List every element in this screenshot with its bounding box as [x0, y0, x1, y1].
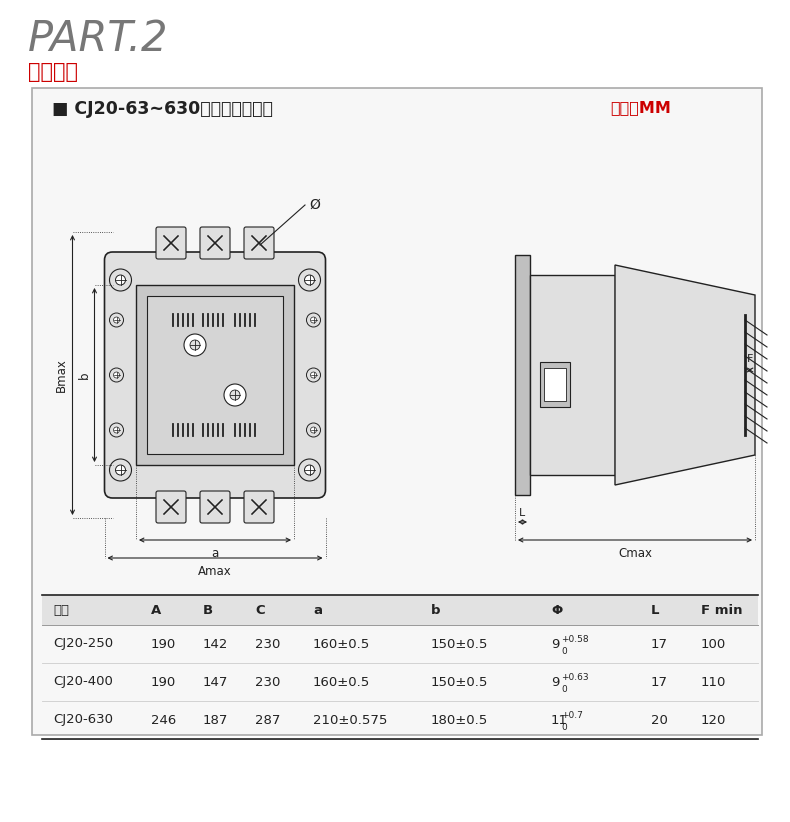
Text: 11: 11	[551, 713, 568, 727]
Bar	[42, 595, 758, 625]
Text: 150±0.5: 150±0.5	[431, 676, 488, 689]
Polygon shape	[615, 265, 755, 485]
Text: CJ20-630: CJ20-630	[53, 713, 113, 727]
Text: F: F	[747, 354, 753, 364]
Text: 17: 17	[651, 638, 668, 650]
Bar	[147, 296, 283, 454]
Text: PART.2: PART.2	[28, 18, 168, 60]
Bar	[136, 285, 294, 465]
Text: Ø: Ø	[309, 198, 320, 212]
Text: 230: 230	[255, 676, 280, 689]
Text: 110: 110	[701, 676, 726, 689]
Text: L: L	[519, 508, 525, 518]
FancyBboxPatch shape	[244, 491, 274, 523]
Text: C: C	[255, 603, 265, 616]
Text: 尺寸规格: 尺寸规格	[28, 62, 78, 82]
Circle shape	[110, 459, 131, 481]
Text: Amax: Amax	[198, 565, 232, 578]
Text: 190: 190	[151, 676, 176, 689]
Text: +0.63: +0.63	[561, 672, 589, 681]
Circle shape	[307, 313, 321, 327]
Text: a: a	[212, 547, 219, 560]
Circle shape	[115, 275, 126, 285]
Text: Φ: Φ	[551, 603, 562, 616]
Circle shape	[230, 390, 240, 400]
Text: b: b	[77, 372, 91, 379]
Text: 0: 0	[561, 685, 566, 694]
Circle shape	[310, 317, 317, 323]
Text: b: b	[431, 603, 441, 616]
Circle shape	[310, 427, 317, 433]
Text: 160±0.5: 160±0.5	[313, 638, 371, 650]
Text: Cmax: Cmax	[618, 547, 652, 560]
FancyBboxPatch shape	[200, 227, 230, 259]
Text: 210±0.575: 210±0.575	[313, 713, 387, 727]
Circle shape	[114, 317, 119, 323]
Text: F min: F min	[701, 603, 743, 616]
Circle shape	[304, 275, 314, 285]
Text: 187: 187	[203, 713, 228, 727]
Circle shape	[190, 340, 200, 350]
Circle shape	[114, 372, 119, 378]
Text: 9: 9	[551, 676, 559, 689]
Text: 17: 17	[651, 676, 668, 689]
FancyBboxPatch shape	[156, 227, 186, 259]
Circle shape	[110, 313, 123, 327]
Text: 142: 142	[203, 638, 228, 650]
Text: 0: 0	[561, 646, 566, 655]
Text: 180±0.5: 180±0.5	[431, 713, 488, 727]
Circle shape	[299, 269, 321, 291]
Circle shape	[307, 423, 321, 437]
Circle shape	[184, 334, 206, 356]
Text: 230: 230	[255, 638, 280, 650]
Text: +0.7: +0.7	[561, 710, 583, 719]
Circle shape	[304, 465, 314, 475]
FancyBboxPatch shape	[104, 252, 325, 498]
Circle shape	[224, 384, 246, 406]
Circle shape	[299, 459, 321, 481]
FancyBboxPatch shape	[156, 491, 186, 523]
Text: 147: 147	[203, 676, 228, 689]
Text: ■ CJ20-63~630外形及安装尺寸: ■ CJ20-63~630外形及安装尺寸	[52, 100, 273, 118]
Text: CJ20-250: CJ20-250	[53, 638, 113, 650]
Text: L: L	[651, 603, 660, 616]
Bar	[530, 275, 615, 475]
Text: 9: 9	[551, 638, 559, 650]
Text: 246: 246	[151, 713, 176, 727]
Circle shape	[110, 269, 131, 291]
Bar	[515, 255, 530, 495]
Text: 160±0.5: 160±0.5	[313, 676, 371, 689]
Bar	[32, 88, 762, 735]
Text: 0: 0	[561, 723, 566, 732]
Circle shape	[110, 423, 123, 437]
Circle shape	[310, 372, 317, 378]
Text: +0.58: +0.58	[561, 635, 589, 644]
Text: 单位：MM: 单位：MM	[610, 100, 671, 115]
Circle shape	[115, 465, 126, 475]
Text: 100: 100	[701, 638, 726, 650]
Text: 20: 20	[651, 713, 668, 727]
Bar	[544, 368, 566, 401]
Text: Bmax: Bmax	[55, 358, 67, 392]
Text: 型号: 型号	[53, 603, 69, 616]
Circle shape	[307, 368, 321, 382]
Circle shape	[114, 427, 119, 433]
Bar	[540, 363, 570, 408]
Text: 120: 120	[701, 713, 726, 727]
Text: 287: 287	[255, 713, 280, 727]
FancyBboxPatch shape	[200, 491, 230, 523]
Text: a: a	[313, 603, 322, 616]
FancyBboxPatch shape	[244, 227, 274, 259]
Text: 150±0.5: 150±0.5	[431, 638, 488, 650]
Text: B: B	[203, 603, 213, 616]
Text: A: A	[151, 603, 161, 616]
Text: 190: 190	[151, 638, 176, 650]
Circle shape	[110, 368, 123, 382]
Text: CJ20-400: CJ20-400	[53, 676, 113, 689]
